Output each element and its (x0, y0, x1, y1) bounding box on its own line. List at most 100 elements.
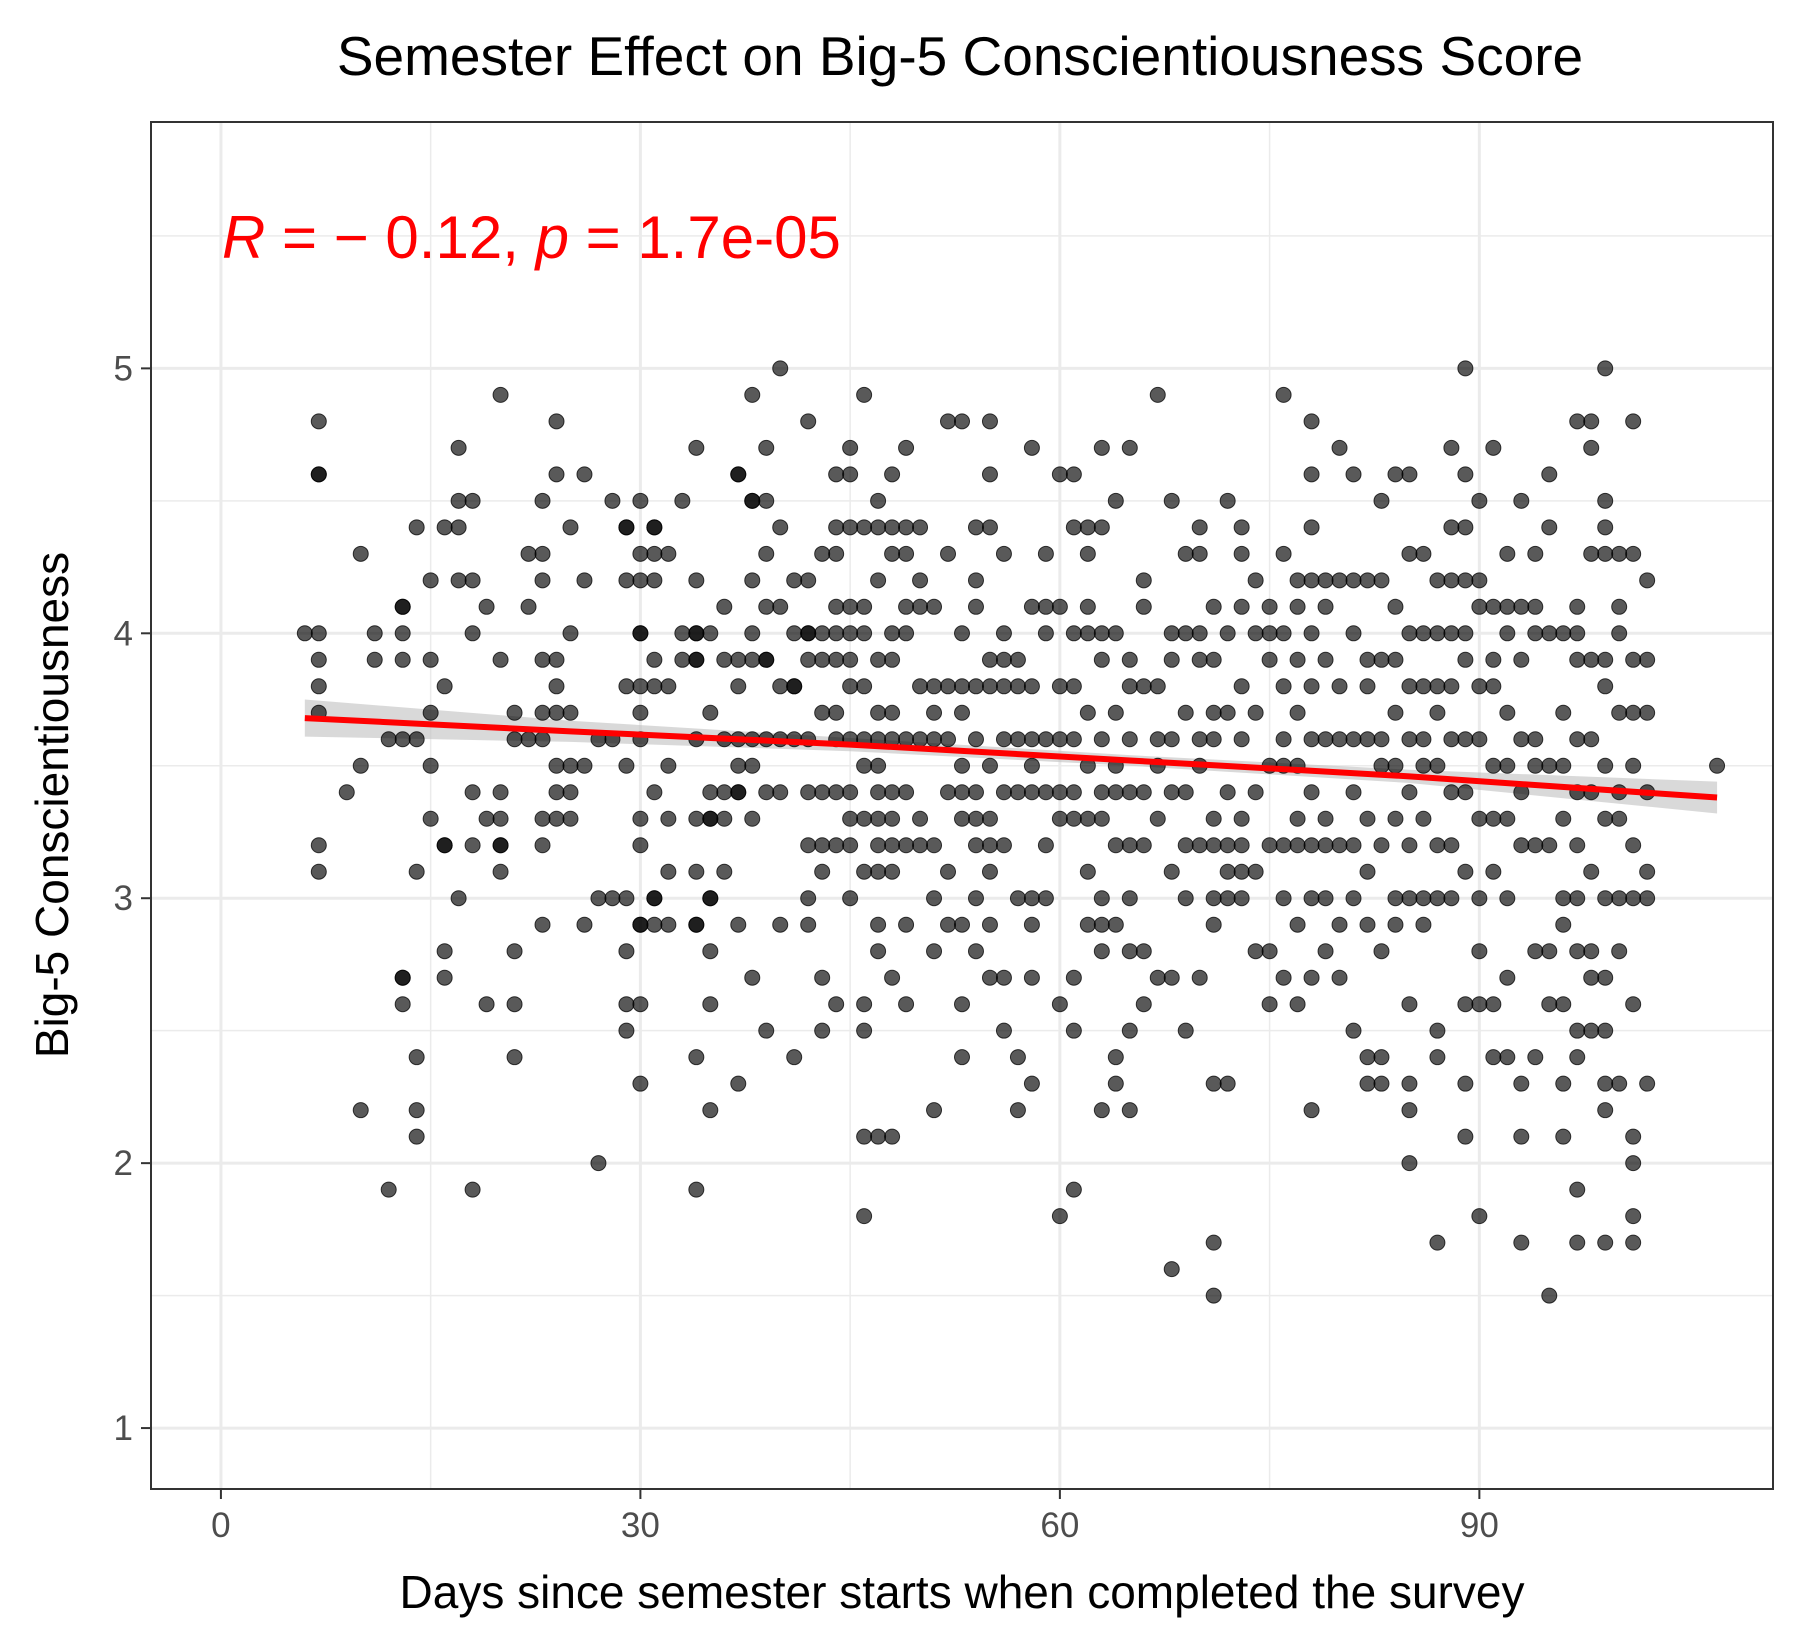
scatter-point (660, 545, 677, 562)
p-symbol: p (534, 204, 569, 271)
scatter-point (758, 439, 775, 456)
scatter-point (1569, 1181, 1586, 1198)
scatter-point (1331, 439, 1348, 456)
scatter-point (1079, 916, 1096, 933)
scatter-point (954, 810, 970, 827)
scatter-point (1191, 731, 1208, 748)
scatter-point (1331, 572, 1348, 589)
scatter-point (1317, 810, 1334, 827)
scatter-point (828, 545, 845, 562)
scatter-point (814, 863, 831, 880)
scatter-point (562, 625, 579, 642)
scatter-point (1303, 969, 1320, 986)
x-tick-label: 90 (1460, 1506, 1499, 1545)
scatter-point (1513, 837, 1530, 854)
scatter-point (310, 625, 327, 642)
scatter-point (1555, 625, 1572, 642)
scatter-point (1219, 863, 1236, 880)
scatter-point (870, 519, 887, 536)
scatter-point (1303, 890, 1320, 907)
scatter-point (842, 466, 859, 483)
scatter-point (1289, 916, 1306, 933)
scatter-point (380, 1181, 397, 1198)
scatter-point (1219, 784, 1236, 801)
scatter-point (1135, 598, 1152, 615)
r-value: = − 0.12, (265, 204, 535, 271)
scatter-point (1191, 545, 1208, 562)
scatter-point (1163, 1261, 1180, 1278)
scatter-point (1527, 731, 1544, 748)
scatter-point (1625, 1155, 1642, 1172)
scatter-point (1359, 731, 1376, 748)
scatter-point (1541, 837, 1558, 854)
scatter-point (1135, 996, 1152, 1013)
scatter-point (1191, 625, 1208, 642)
scatter-point (1037, 598, 1054, 615)
scatter-point (1275, 837, 1292, 854)
scatter-point (954, 757, 970, 774)
scatter-point (478, 996, 495, 1013)
scatter-point (394, 651, 411, 668)
scatter-point (1037, 625, 1054, 642)
scatter-point (772, 598, 789, 615)
scatter-point (800, 837, 817, 854)
scatter-point (1289, 704, 1306, 721)
scatter-point (646, 651, 663, 668)
scatter-point (884, 1128, 901, 1145)
scatter-point (912, 678, 929, 695)
r-symbol: R (222, 204, 265, 271)
scatter-point (1345, 1022, 1362, 1039)
scatter-point (856, 757, 873, 774)
scatter-point (492, 651, 509, 668)
scatter-point (828, 466, 845, 483)
scatter-point (1079, 863, 1096, 880)
scatter-point (590, 1155, 607, 1172)
scatter-point (450, 439, 467, 456)
scatter-point (1485, 757, 1502, 774)
scatter-point (702, 1102, 719, 1119)
scatter-point (926, 943, 943, 960)
scatter-point (898, 837, 915, 854)
scatter-point (716, 784, 733, 801)
scatter-point (646, 916, 663, 933)
scatter-point (1065, 731, 1082, 748)
scatter-point (1219, 625, 1236, 642)
scatter-point (814, 1022, 831, 1039)
scatter-point (1289, 810, 1306, 827)
scatter-point (1457, 651, 1474, 668)
scatter-point (562, 704, 579, 721)
scatter-point (1261, 651, 1278, 668)
scatter-point (1555, 916, 1572, 933)
scatter-point (967, 598, 984, 615)
scatter-point (436, 519, 453, 536)
scatter-point (954, 996, 970, 1013)
scatter-point (967, 837, 984, 854)
scatter-point (1499, 1049, 1516, 1066)
scatter-point (1023, 784, 1040, 801)
scatter-point (1611, 890, 1628, 907)
scatter-point (744, 969, 761, 986)
scatter-point (506, 731, 523, 748)
scatter-point (310, 413, 327, 430)
scatter-point (954, 704, 970, 721)
scatter-point (981, 810, 998, 827)
scatter-point (912, 572, 929, 589)
scatter-point (618, 519, 635, 536)
scatter-point (758, 545, 775, 562)
scatter-point (940, 413, 957, 430)
scatter-point (506, 943, 523, 960)
scatter-point (1247, 704, 1264, 721)
scatter-point (1415, 810, 1432, 827)
scatter-point (1555, 1128, 1572, 1145)
scatter-point (1233, 678, 1250, 695)
scatter-point (1373, 1049, 1390, 1066)
scatter-point (1457, 519, 1474, 536)
scatter-point (1023, 439, 1040, 456)
scatter-point (534, 651, 551, 668)
scatter-point (856, 598, 873, 615)
scatter-point (884, 863, 901, 880)
scatter-point (842, 784, 859, 801)
scatter-point (674, 492, 691, 509)
scatter-point (604, 492, 621, 509)
scatter-point (1205, 1287, 1222, 1304)
